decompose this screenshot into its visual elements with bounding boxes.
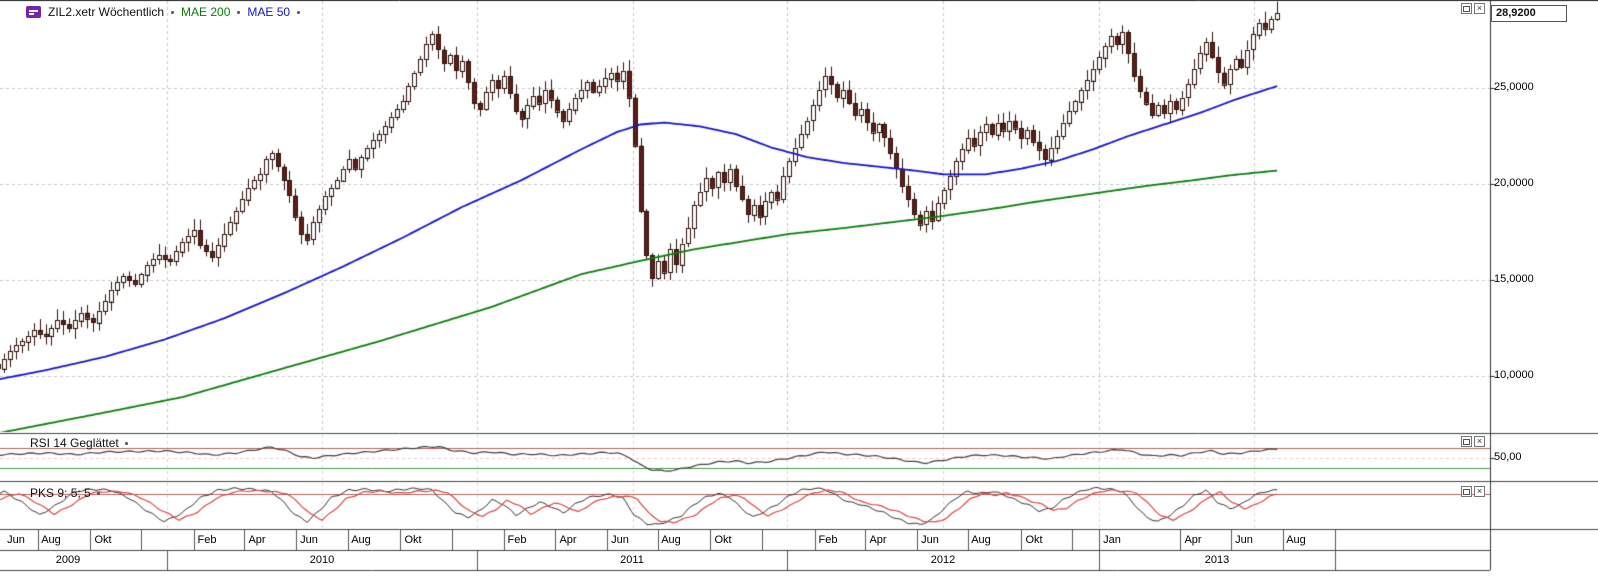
pks-title-label[interactable]: PKS 9; 5; 5 (30, 486, 91, 500)
chart-legend: ZIL2.xetr Wöchentlich MAE 200 MAE 50 (26, 5, 301, 19)
restore-icon[interactable] (1461, 486, 1472, 497)
close-icon[interactable]: × (1474, 436, 1485, 447)
current-price-box: 28,9200 (1491, 5, 1567, 22)
pks-panel-title: PKS 9; 5; 5 (30, 486, 100, 500)
rsi-title-label[interactable]: RSI 14 Geglättet (30, 436, 119, 450)
rsi-panel-controls: × (1461, 436, 1485, 447)
ma200-label[interactable]: MAE 200 (181, 5, 231, 19)
instrument-label[interactable]: ZIL2.xetr Wöchentlich (48, 5, 165, 19)
pks-drag-dot-icon (96, 491, 100, 495)
rsi-drag-dot-icon (124, 441, 128, 445)
close-icon[interactable]: × (1474, 486, 1485, 497)
legend-dot-icon (171, 10, 175, 14)
ma50-label[interactable]: MAE 50 (247, 5, 291, 19)
restore-icon[interactable] (1461, 436, 1472, 447)
provider-logo-icon (26, 6, 41, 18)
rsi-panel-title: RSI 14 Geglättet (30, 436, 128, 450)
legend-dot-icon (297, 10, 301, 14)
restore-icon[interactable] (1461, 3, 1472, 14)
main-panel-controls: × (1461, 3, 1485, 14)
pks-panel-controls: × (1461, 486, 1485, 497)
close-icon[interactable]: × (1474, 3, 1485, 14)
legend-dot-icon (237, 10, 241, 14)
